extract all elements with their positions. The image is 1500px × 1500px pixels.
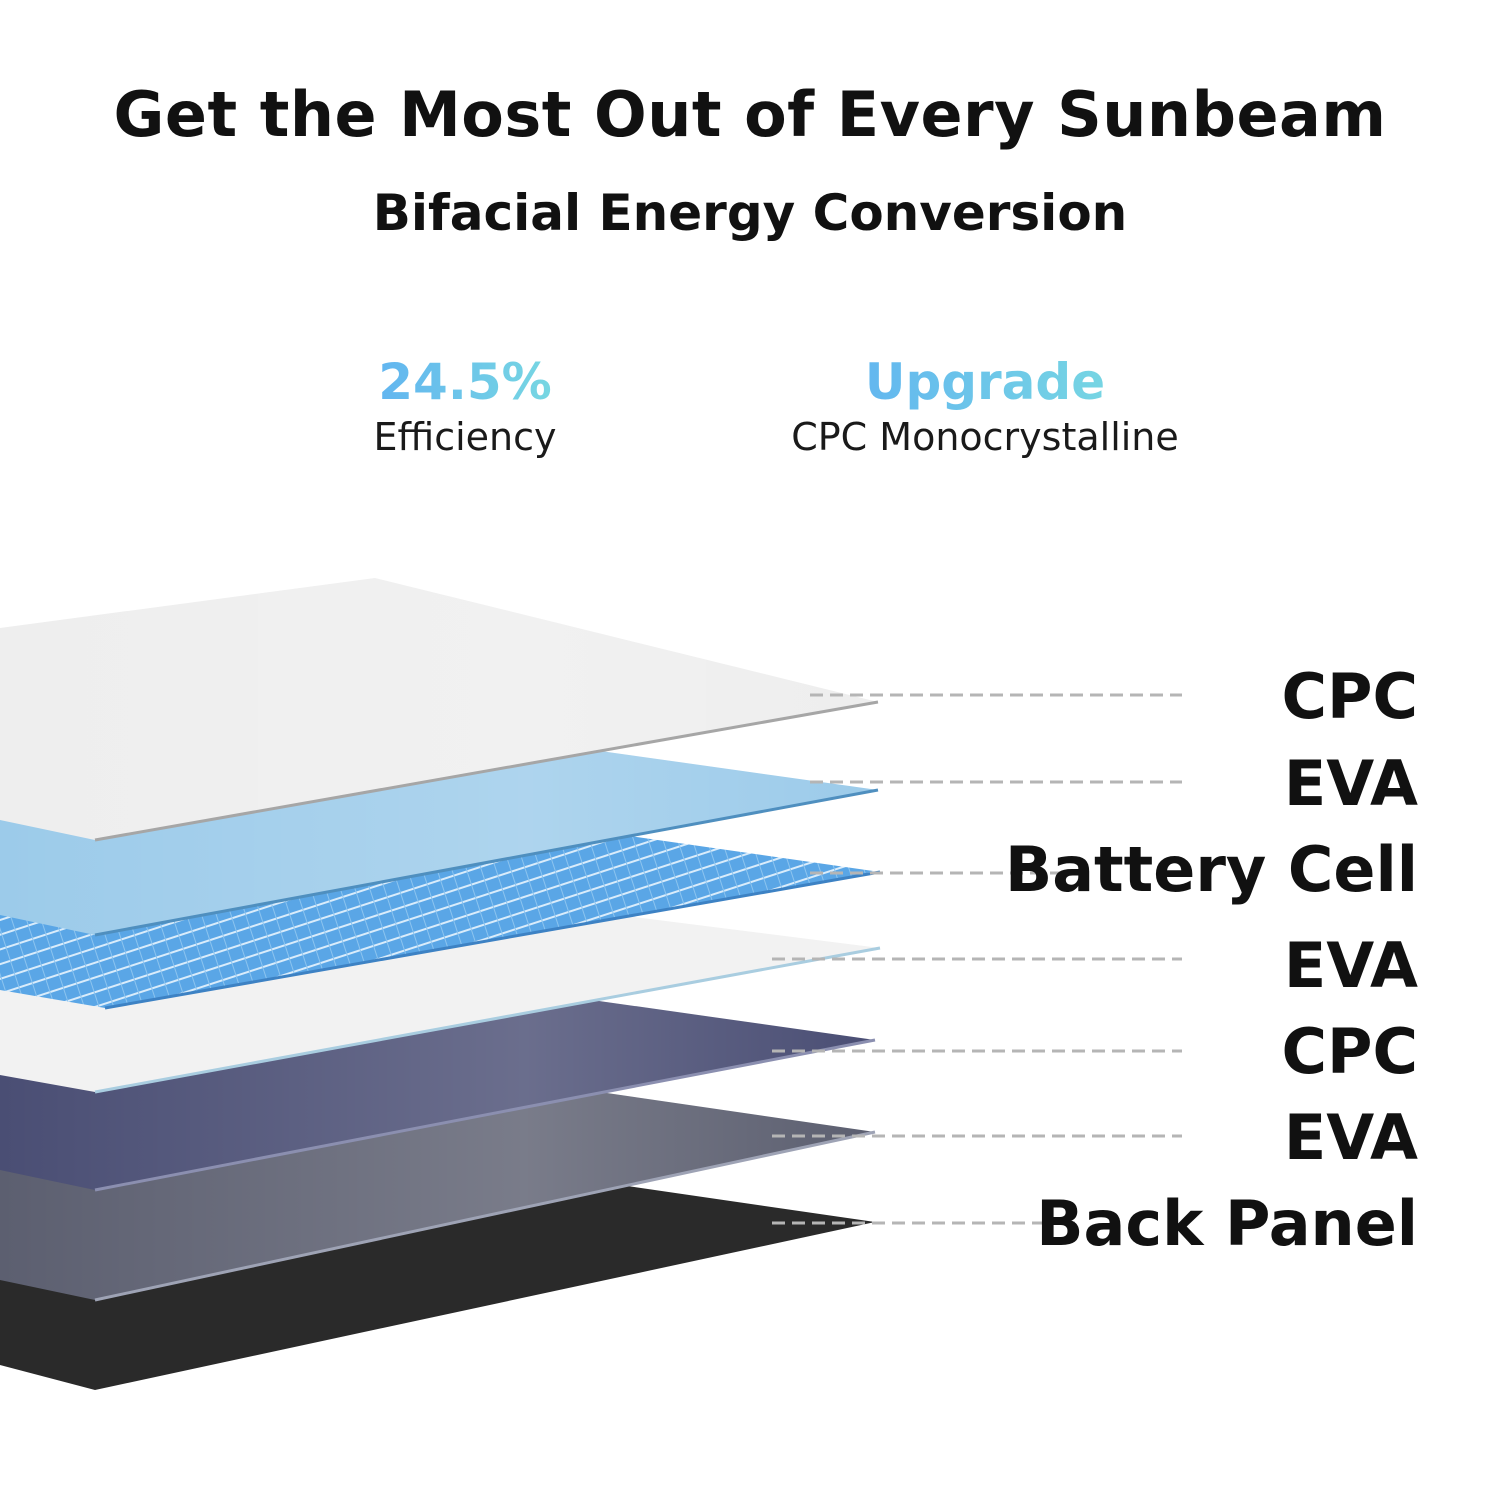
stat-efficiency-value: 24.5% <box>315 352 615 412</box>
subheadline: Bifacial Energy Conversion <box>372 184 1128 242</box>
layer-label-cpc-2: CPC <box>1281 1015 1418 1088</box>
stat-efficiency: 24.5% Efficiency <box>315 352 615 462</box>
stat-upgrade: Upgrade CPC Monocrystalline <box>750 352 1220 462</box>
layer-label-battery-cell: Battery Cell <box>1004 833 1418 906</box>
stat-efficiency-caption: Efficiency <box>373 415 557 459</box>
stat-upgrade-caption: CPC Monocrystalline <box>791 415 1179 459</box>
leader-lines <box>772 693 1182 1225</box>
layer-label-eva-1: EVA <box>1283 747 1418 820</box>
layer-label-eva-2: EVA <box>1283 929 1418 1002</box>
headline: Get the Most Out of Every Sunbeam <box>113 78 1387 151</box>
layer-label-back-panel: Back Panel <box>1036 1187 1418 1260</box>
layer-label-eva-3: EVA <box>1283 1101 1418 1174</box>
layer-cpc-1 <box>0 578 879 842</box>
layer-label-cpc-1: CPC <box>1281 660 1418 733</box>
stat-upgrade-value: Upgrade <box>750 352 1220 412</box>
